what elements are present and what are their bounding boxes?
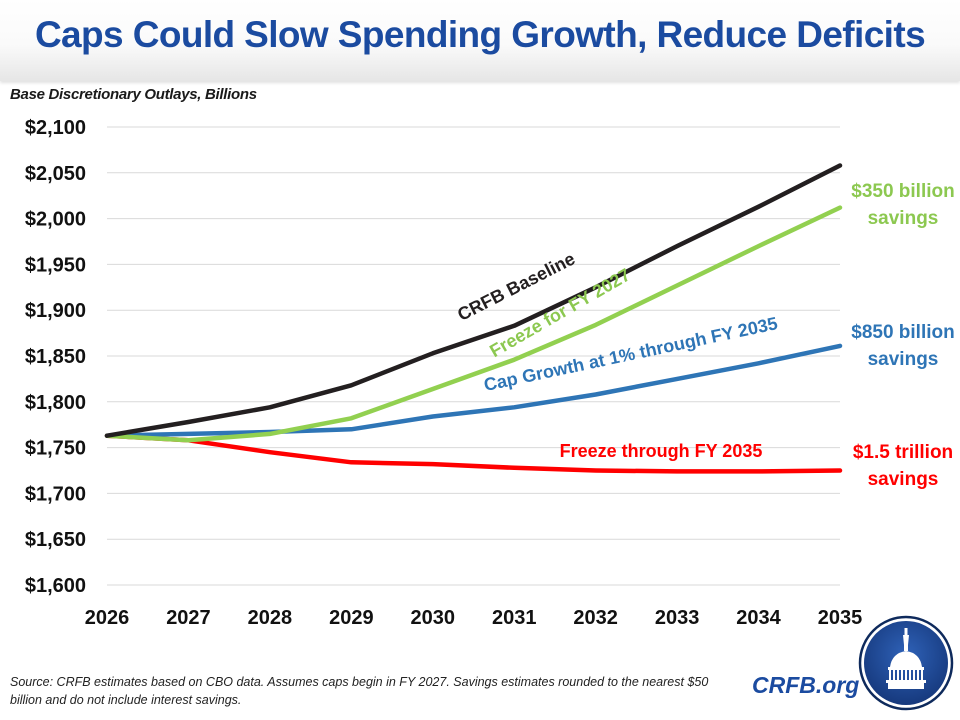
- x-tick-label: 2030: [411, 607, 456, 629]
- y-tick-label: $1,900: [25, 300, 86, 322]
- y-tick-label: $2,000: [25, 209, 86, 231]
- y-tick-label: $2,100: [25, 117, 86, 139]
- savings-label: savings: [868, 349, 939, 370]
- x-tick-label: 2028: [248, 607, 293, 629]
- x-tick-label: 2026: [85, 607, 130, 629]
- source-note: Source: CRFB estimates based on CBO data…: [10, 675, 709, 707]
- x-axis-ticks: 2026 2027 2028 2029 2030 2031 2032 2033 2034 2035: [85, 607, 863, 629]
- y-tick-label: $1,950: [25, 254, 86, 276]
- capitol-dome-icon: [858, 615, 954, 711]
- series-line-freeze-for-fy-2027: [104, 205, 843, 443]
- x-tick-label: 2035: [818, 607, 863, 629]
- savings-label: savings: [868, 208, 939, 229]
- y-tick-label: $1,850: [25, 346, 86, 368]
- savings-label: savings: [868, 469, 939, 490]
- y-axis-title: Base Discretionary Outlays, Billions: [10, 86, 257, 103]
- savings-label: $350 billion: [851, 181, 954, 202]
- y-tick-label: $1,700: [25, 483, 86, 505]
- header-band: Caps Could Slow Spending Growth, Reduce …: [0, 0, 960, 81]
- x-tick-label: 2029: [329, 607, 374, 629]
- x-tick-label: 2034: [736, 607, 781, 629]
- series-label: Freeze through FY 2035: [560, 441, 763, 461]
- y-tick-label: $2,050: [25, 163, 86, 185]
- series-lines: [104, 163, 843, 474]
- x-tick-label: 2031: [492, 607, 537, 629]
- y-tick-label: $1,650: [25, 529, 86, 551]
- x-tick-label: 2032: [573, 607, 618, 629]
- y-tick-label: $1,800: [25, 392, 86, 414]
- chart-title: Caps Could Slow Spending Growth, Reduce …: [34, 14, 926, 55]
- x-tick-label: 2027: [166, 607, 211, 629]
- gridlines: [107, 126, 840, 586]
- x-tick-label: 2033: [655, 607, 700, 629]
- y-tick-label: $1,600: [25, 575, 86, 597]
- savings-labels: $350 billion savings $850 billion savings $1…: [851, 181, 954, 490]
- savings-label: $850 billion: [851, 322, 954, 343]
- savings-label: $1.5 trillion: [853, 442, 953, 463]
- series-line-cap-growth-at-1-through-fy-2035: [104, 343, 843, 438]
- y-tick-label: $1,750: [25, 438, 86, 460]
- y-axis-ticks: $2,100 $2,050 $2,000 $1,950 $1,900 $1,850 $1,8…: [25, 117, 86, 597]
- series-line-freeze-through-fy-2035: [104, 433, 843, 474]
- series-line-crfb-baseline: [104, 163, 843, 438]
- crfb-link[interactable]: CRFB.org: [752, 672, 860, 698]
